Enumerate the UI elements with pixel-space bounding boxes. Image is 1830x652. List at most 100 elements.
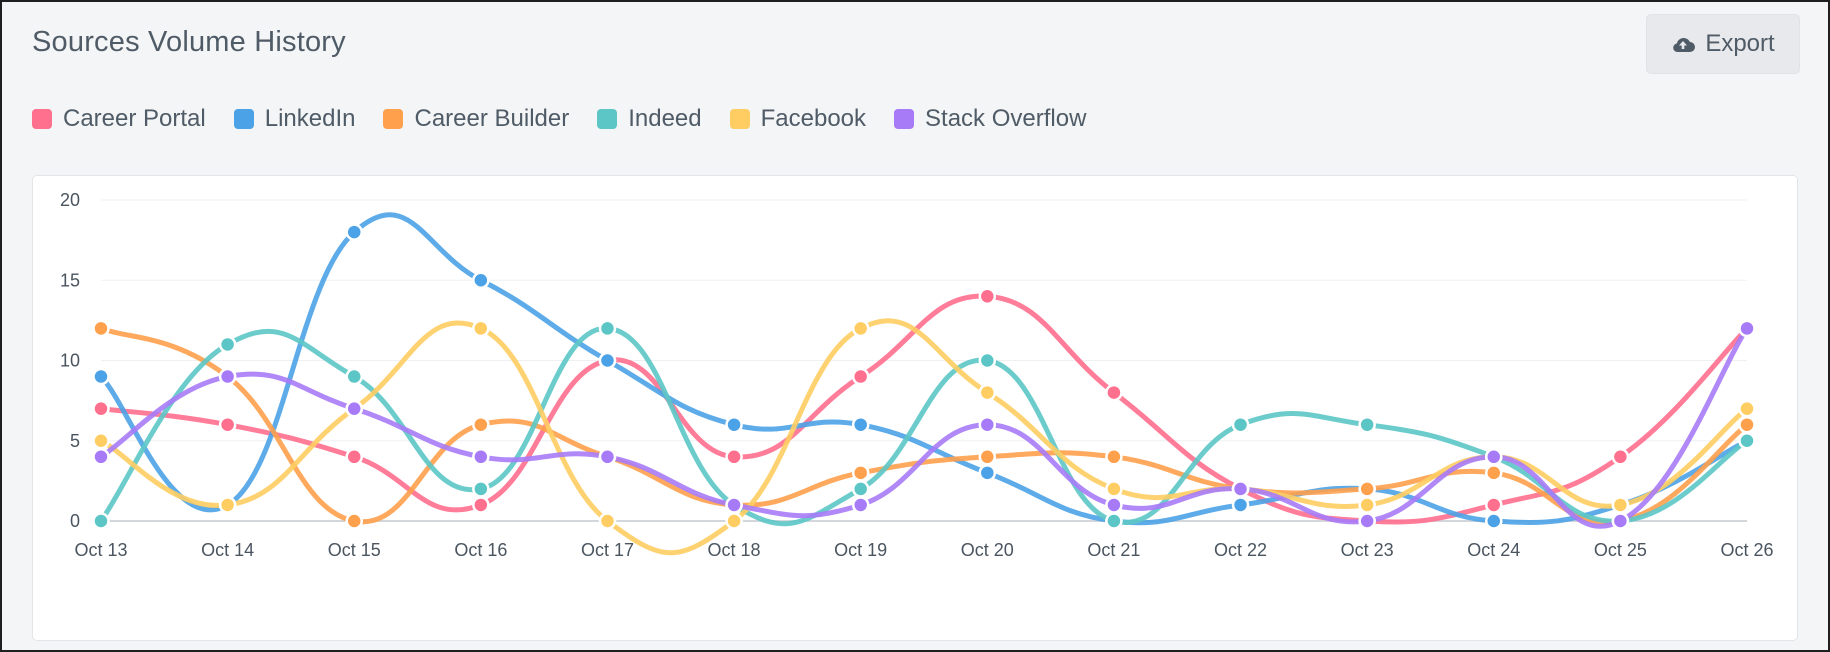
x-tick-label: Oct 22 <box>1214 540 1267 560</box>
data-point-indeed[interactable] <box>1231 415 1250 434</box>
data-point-facebook[interactable] <box>851 319 870 338</box>
data-point-stack-overflow[interactable] <box>1738 319 1756 338</box>
data-point-career-builder[interactable] <box>345 512 363 530</box>
x-tick-label: Oct 18 <box>708 540 761 560</box>
data-point-indeed[interactable] <box>92 512 110 530</box>
data-point-indeed[interactable] <box>472 480 490 498</box>
data-point-facebook[interactable] <box>1358 496 1376 514</box>
data-point-indeed[interactable] <box>1738 432 1756 450</box>
data-point-stack-overflow[interactable] <box>1358 512 1376 530</box>
data-point-stack-overflow[interactable] <box>1231 480 1250 498</box>
data-point-indeed[interactable] <box>218 335 237 354</box>
data-point-career-builder[interactable] <box>1738 415 1756 434</box>
legend-label: Career Builder <box>414 105 570 132</box>
data-point-indeed[interactable] <box>598 319 617 338</box>
data-point-indeed[interactable] <box>1105 512 1123 530</box>
legend-item-linkedin[interactable]: LinkedIn <box>233 105 356 133</box>
x-tick-label: Oct 17 <box>581 540 634 560</box>
data-point-career-portal[interactable] <box>472 496 490 514</box>
data-point-indeed[interactable] <box>345 367 363 386</box>
data-point-facebook[interactable] <box>598 512 617 530</box>
data-point-facebook[interactable] <box>1105 480 1123 498</box>
data-point-linkedin[interactable] <box>1485 512 1503 530</box>
series-line-indeed <box>98 325 1750 527</box>
data-point-linkedin[interactable] <box>978 464 997 482</box>
series-line-career-builder <box>98 325 1750 525</box>
x-tick-label: Oct 20 <box>961 540 1014 560</box>
data-point-linkedin[interactable] <box>725 415 743 434</box>
y-tick-label: 0 <box>70 511 80 531</box>
legend-item-facebook[interactable]: Facebook <box>729 105 867 133</box>
legend-item-stack-overflow[interactable]: Stack Overflow <box>894 105 1086 133</box>
export-label: Export <box>1705 30 1775 57</box>
data-point-facebook[interactable] <box>1738 399 1756 418</box>
legend-item-career-builder[interactable]: Career Builder <box>383 105 569 133</box>
cloud-upload-icon <box>1671 35 1696 53</box>
data-point-career-builder[interactable] <box>1105 448 1123 466</box>
data-point-facebook[interactable] <box>472 319 490 338</box>
data-point-linkedin[interactable] <box>472 271 490 289</box>
data-point-career-builder[interactable] <box>1485 464 1503 482</box>
data-point-indeed[interactable] <box>978 351 997 370</box>
legend-swatch <box>233 109 254 129</box>
data-point-stack-overflow[interactable] <box>1611 512 1630 530</box>
data-point-career-builder[interactable] <box>472 415 490 434</box>
data-point-career-builder[interactable] <box>851 464 870 482</box>
x-tick-label: Oct 16 <box>454 540 507 560</box>
legend-swatch <box>894 109 915 129</box>
data-point-linkedin[interactable] <box>345 223 363 241</box>
data-point-indeed[interactable] <box>1358 415 1376 434</box>
data-point-stack-overflow[interactable] <box>725 496 743 514</box>
data-point-career-portal[interactable] <box>851 367 870 386</box>
legend-swatch <box>32 109 52 129</box>
data-point-stack-overflow[interactable] <box>978 415 997 434</box>
data-point-stack-overflow[interactable] <box>1105 496 1123 514</box>
x-tick-label: Oct 25 <box>1594 540 1647 560</box>
data-point-career-builder[interactable] <box>1358 480 1376 498</box>
data-point-stack-overflow[interactable] <box>92 448 110 466</box>
legend-label: LinkedIn <box>264 105 356 132</box>
data-point-stack-overflow[interactable] <box>1485 448 1503 466</box>
y-tick-label: 15 <box>60 270 80 290</box>
legend-item-indeed[interactable]: Indeed <box>597 105 702 133</box>
export-button[interactable]: Export <box>1646 14 1800 74</box>
x-tick-label: Oct 26 <box>1720 540 1773 560</box>
x-tick-label: Oct 21 <box>1087 540 1140 560</box>
data-point-linkedin[interactable] <box>851 415 870 434</box>
data-point-career-builder[interactable] <box>978 448 997 466</box>
legend-label: Facebook <box>760 105 867 132</box>
data-point-stack-overflow[interactable] <box>598 448 617 466</box>
data-point-facebook[interactable] <box>978 383 997 402</box>
data-point-career-portal[interactable] <box>218 415 237 434</box>
legend-label: Indeed <box>628 105 702 132</box>
data-point-facebook[interactable] <box>92 432 110 450</box>
data-point-career-portal[interactable] <box>1105 383 1123 402</box>
data-point-career-builder[interactable] <box>92 319 110 338</box>
x-tick-label: Oct 19 <box>834 540 887 560</box>
data-point-stack-overflow[interactable] <box>345 399 363 418</box>
y-tick-label: 5 <box>70 431 80 451</box>
data-point-career-portal[interactable] <box>1485 496 1503 514</box>
chart-card: 0 5 10 15 20 Oct 13 Oct 14 Oct 15 Oct 16 Oct 17 Oc… <box>32 175 1798 641</box>
data-point-linkedin[interactable] <box>92 367 110 386</box>
legend-swatch <box>383 109 404 129</box>
y-tick-label: 20 <box>60 190 80 210</box>
data-point-linkedin[interactable] <box>1231 496 1250 514</box>
data-point-facebook[interactable] <box>725 512 743 530</box>
legend-item-career-portal[interactable]: Career Portal <box>32 105 206 133</box>
data-point-facebook[interactable] <box>218 496 237 514</box>
data-point-facebook[interactable] <box>1611 496 1630 514</box>
data-point-career-portal[interactable] <box>1611 448 1630 466</box>
data-point-stack-overflow[interactable] <box>218 367 237 386</box>
data-point-career-portal[interactable] <box>978 287 997 306</box>
data-point-stack-overflow[interactable] <box>851 496 870 514</box>
data-point-linkedin[interactable] <box>598 351 617 370</box>
data-point-indeed[interactable] <box>851 480 870 498</box>
data-point-career-portal[interactable] <box>92 399 110 418</box>
series-line-career-portal <box>98 293 1750 525</box>
data-point-career-portal[interactable] <box>345 448 363 466</box>
data-point-stack-overflow[interactable] <box>472 448 490 466</box>
chart-title: Sources Volume History <box>32 26 346 58</box>
line-chart: 0 5 10 15 20 Oct 13 Oct 14 Oct 15 Oct 16 Oct 17 Oc… <box>60 190 1774 560</box>
data-point-career-portal[interactable] <box>725 448 743 466</box>
